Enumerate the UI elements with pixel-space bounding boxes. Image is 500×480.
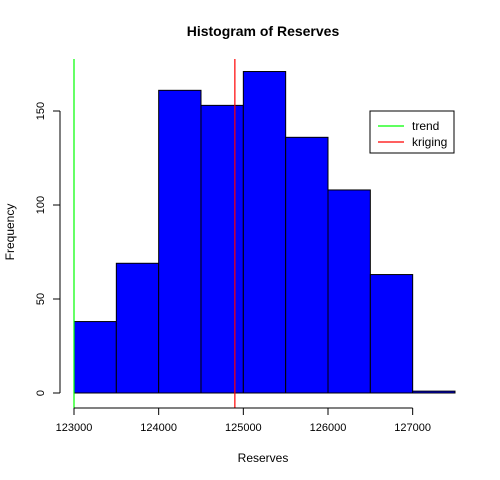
x-tick-label: 125000 <box>225 422 262 434</box>
y-tick-label: 100 <box>35 196 47 214</box>
histogram-bar <box>73 321 117 394</box>
legend: trend kriging <box>369 110 455 154</box>
histogram-bar <box>285 136 329 394</box>
y-tick-label: 50 <box>35 293 47 305</box>
vertical-lines-layer <box>73 59 236 408</box>
trend-legend-label: trend <box>412 119 439 133</box>
kriging-legend-label: kriging <box>412 135 447 149</box>
x-axis: 123000 124000 125000 126000 127000 <box>56 407 431 434</box>
x-axis-label: Reserves <box>238 451 289 465</box>
x-tick-label: 124000 <box>140 422 177 434</box>
y-axis: 0 50 100 150 <box>35 102 61 396</box>
y-tick-label: 150 <box>35 102 47 120</box>
chart-title: Histogram of Reserves <box>187 23 340 39</box>
bars-layer <box>73 71 456 394</box>
x-tick-label: 123000 <box>56 422 93 434</box>
histogram-bar <box>412 390 456 394</box>
histogram-bar <box>200 104 244 394</box>
histogram-bar <box>158 89 202 394</box>
histogram-bar <box>242 71 287 394</box>
y-axis-label: Frequency <box>3 204 17 261</box>
legend-box <box>369 110 455 154</box>
histogram-bar <box>115 262 160 394</box>
histogram-bar <box>327 189 371 394</box>
x-tick-label: 127000 <box>394 422 431 434</box>
y-tick-label: 0 <box>35 390 47 396</box>
x-tick-label: 126000 <box>310 422 347 434</box>
histogram-bar <box>369 274 414 394</box>
